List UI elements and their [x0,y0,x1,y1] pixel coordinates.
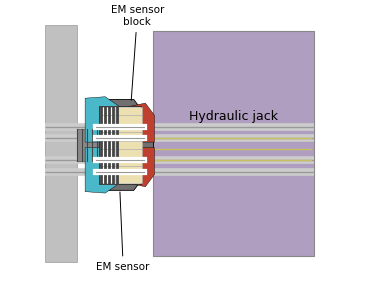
Bar [100,132,115,141]
Bar [153,31,314,256]
Bar [100,107,115,115]
Bar [100,174,115,183]
Text: EM sensor
block: EM sensor block [111,5,164,100]
Text: Hydraulic jack: Hydraulic jack [189,110,278,123]
Bar [118,124,142,132]
Polygon shape [122,103,155,142]
Polygon shape [85,148,122,193]
Bar [100,124,115,132]
Bar [100,141,115,149]
Bar [100,115,115,124]
Bar [118,166,142,174]
Bar [99,106,141,184]
Polygon shape [86,99,154,190]
Bar [118,115,142,124]
Bar [77,129,97,161]
Bar [118,141,142,149]
Bar [118,174,142,183]
Bar [100,149,115,158]
Text: EM sensor: EM sensor [97,192,150,272]
Bar [100,166,115,174]
Bar [44,26,77,262]
Bar [118,149,142,158]
Bar [118,132,142,141]
Polygon shape [85,97,122,142]
Bar [118,107,142,115]
Bar [118,158,142,166]
Polygon shape [122,148,155,187]
Bar [100,158,115,166]
